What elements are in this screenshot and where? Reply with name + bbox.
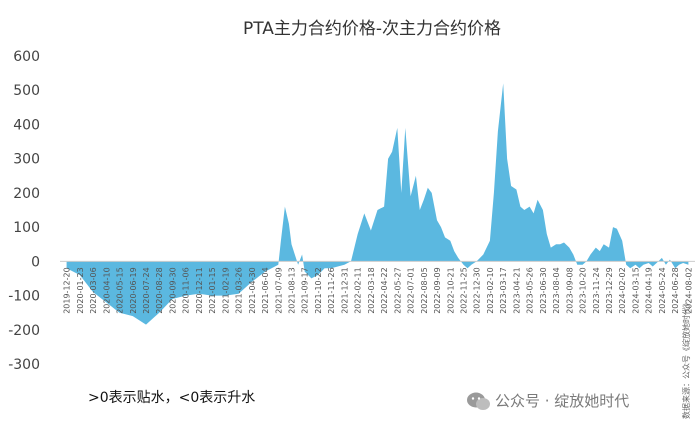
watermark-text: 公众号 · 绽放她时代 — [495, 392, 629, 410]
x-tick-label: 2024-04-19 — [645, 267, 654, 314]
x-tick-label: 2022-05-27 — [393, 267, 402, 314]
y-tick-label: 500 — [13, 83, 40, 99]
x-tick-label: 2021-07-09 — [274, 267, 283, 314]
x-tick-label: 2023-10-20 — [579, 267, 588, 314]
x-tick-label: 2021-06-04 — [261, 267, 270, 314]
x-tick-label: 2022-07-01 — [407, 267, 416, 314]
x-tick-label: 2023-09-08 — [565, 267, 574, 314]
data-source: 数据来源：公众号《绽放她时代》 — [681, 299, 691, 419]
x-tick-label: 2020-01-23 — [76, 267, 85, 314]
x-tick-label: 2020-08-28 — [155, 267, 164, 314]
x-tick-label: 2022-09-09 — [433, 267, 442, 314]
x-tick-label: 2022-11-25 — [460, 267, 469, 314]
x-tick-label: 2022-10-21 — [446, 267, 455, 314]
x-tick-label: 2024-06-28 — [671, 267, 680, 314]
x-tick-label: 2023-11-24 — [592, 267, 601, 314]
x-tick-label: 2021-11-26 — [327, 267, 336, 314]
chart-note: >0表示贴水，<0表示升水 — [88, 390, 255, 406]
x-tick-label: 2022-03-18 — [367, 267, 376, 314]
chart-title: PTA主力合约价格-次主力合约价格 — [243, 19, 501, 39]
y-tick-label: -300 — [8, 357, 40, 373]
y-axis: 600 500 400 300 200 100 0 -100 -200 -300 — [8, 49, 40, 373]
x-tick-label: 2023-12-29 — [605, 267, 614, 314]
series-area — [66, 83, 689, 325]
x-tick-label: 2023-06-30 — [539, 267, 548, 314]
x-tick-label: 2022-02-11 — [354, 267, 363, 314]
y-tick-label: 400 — [13, 117, 40, 133]
x-tick-label: 2020-11-06 — [182, 267, 191, 314]
x-tick-label: 2021-03-26 — [235, 267, 244, 314]
x-tick-label: 2024-02-02 — [618, 267, 627, 314]
x-tick-label: 2021-12-31 — [340, 267, 349, 314]
x-tick-label: 2020-04-10 — [102, 267, 111, 314]
x-tick-label: 2022-04-22 — [380, 267, 389, 314]
y-tick-label: 600 — [13, 49, 40, 65]
x-tick-label: 2020-06-19 — [129, 267, 138, 314]
x-tick-label: 2021-01-15 — [208, 267, 217, 314]
x-tick-label: 2023-02-10 — [486, 267, 495, 314]
x-tick-label: 2019-12-20 — [63, 267, 72, 314]
x-tick-label: 2020-12-11 — [195, 267, 204, 314]
x-tick-label: 2021-02-19 — [221, 267, 230, 314]
x-tick-label: 2022-12-30 — [473, 267, 482, 314]
x-tick-label: 2024-03-15 — [632, 267, 641, 314]
x-axis: 2019-12-20 2020-01-23 2020-03-06 2020-04-10… — [63, 267, 694, 314]
x-tick-label: 2022-08-05 — [420, 267, 429, 314]
x-tick-label: 2024-05-24 — [658, 267, 667, 314]
x-tick-label: 2023-03-17 — [499, 267, 508, 314]
x-tick-label: 2020-09-30 — [168, 267, 177, 314]
y-tick-label: 300 — [13, 152, 40, 168]
x-tick-label: 2020-05-15 — [116, 267, 125, 314]
x-tick-label: 2023-08-04 — [552, 267, 561, 314]
watermark: 公众号 · 绽放她时代 — [467, 392, 629, 410]
y-tick-label: -200 — [8, 323, 40, 339]
x-tick-label: 2021-04-30 — [248, 267, 257, 314]
y-tick-label: 100 — [13, 220, 40, 236]
x-tick-label: 2023-04-21 — [512, 267, 521, 314]
x-tick-label: 2023-05-26 — [526, 267, 535, 314]
x-tick-label: 2020-07-24 — [142, 267, 151, 314]
x-tick-label: 2024-08-02 — [684, 267, 693, 314]
x-tick-label: 2021-08-13 — [288, 267, 297, 314]
wechat-icon — [467, 392, 490, 410]
y-tick-label: -100 — [8, 289, 40, 305]
x-tick-label: 2021-10-22 — [314, 267, 323, 314]
x-tick-label: 2021-09-17 — [301, 267, 310, 314]
y-tick-label: 200 — [13, 186, 40, 202]
y-tick-label: 0 — [31, 254, 40, 270]
x-tick-label: 2020-03-06 — [89, 267, 98, 314]
